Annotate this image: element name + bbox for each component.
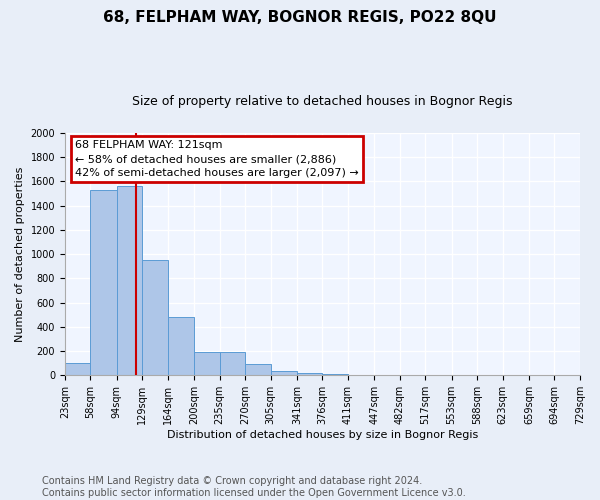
Bar — [220, 352, 245, 376]
Y-axis label: Number of detached properties: Number of detached properties — [15, 166, 25, 342]
Bar — [117, 186, 142, 376]
X-axis label: Distribution of detached houses by size in Bognor Regis: Distribution of detached houses by size … — [167, 430, 478, 440]
Bar — [194, 352, 220, 376]
Title: Size of property relative to detached houses in Bognor Regis: Size of property relative to detached ho… — [132, 95, 513, 108]
Bar — [168, 317, 194, 376]
Bar — [142, 260, 168, 376]
Text: 68, FELPHAM WAY, BOGNOR REGIS, PO22 8QU: 68, FELPHAM WAY, BOGNOR REGIS, PO22 8QU — [103, 10, 497, 25]
Bar — [348, 374, 374, 376]
Bar — [65, 363, 91, 376]
Bar — [297, 373, 322, 376]
Text: Contains HM Land Registry data © Crown copyright and database right 2024.
Contai: Contains HM Land Registry data © Crown c… — [42, 476, 466, 498]
Bar — [245, 364, 271, 376]
Bar — [322, 374, 348, 376]
Bar — [271, 371, 297, 376]
Bar — [91, 190, 117, 376]
Text: 68 FELPHAM WAY: 121sqm
← 58% of detached houses are smaller (2,886)
42% of semi-: 68 FELPHAM WAY: 121sqm ← 58% of detached… — [75, 140, 359, 178]
